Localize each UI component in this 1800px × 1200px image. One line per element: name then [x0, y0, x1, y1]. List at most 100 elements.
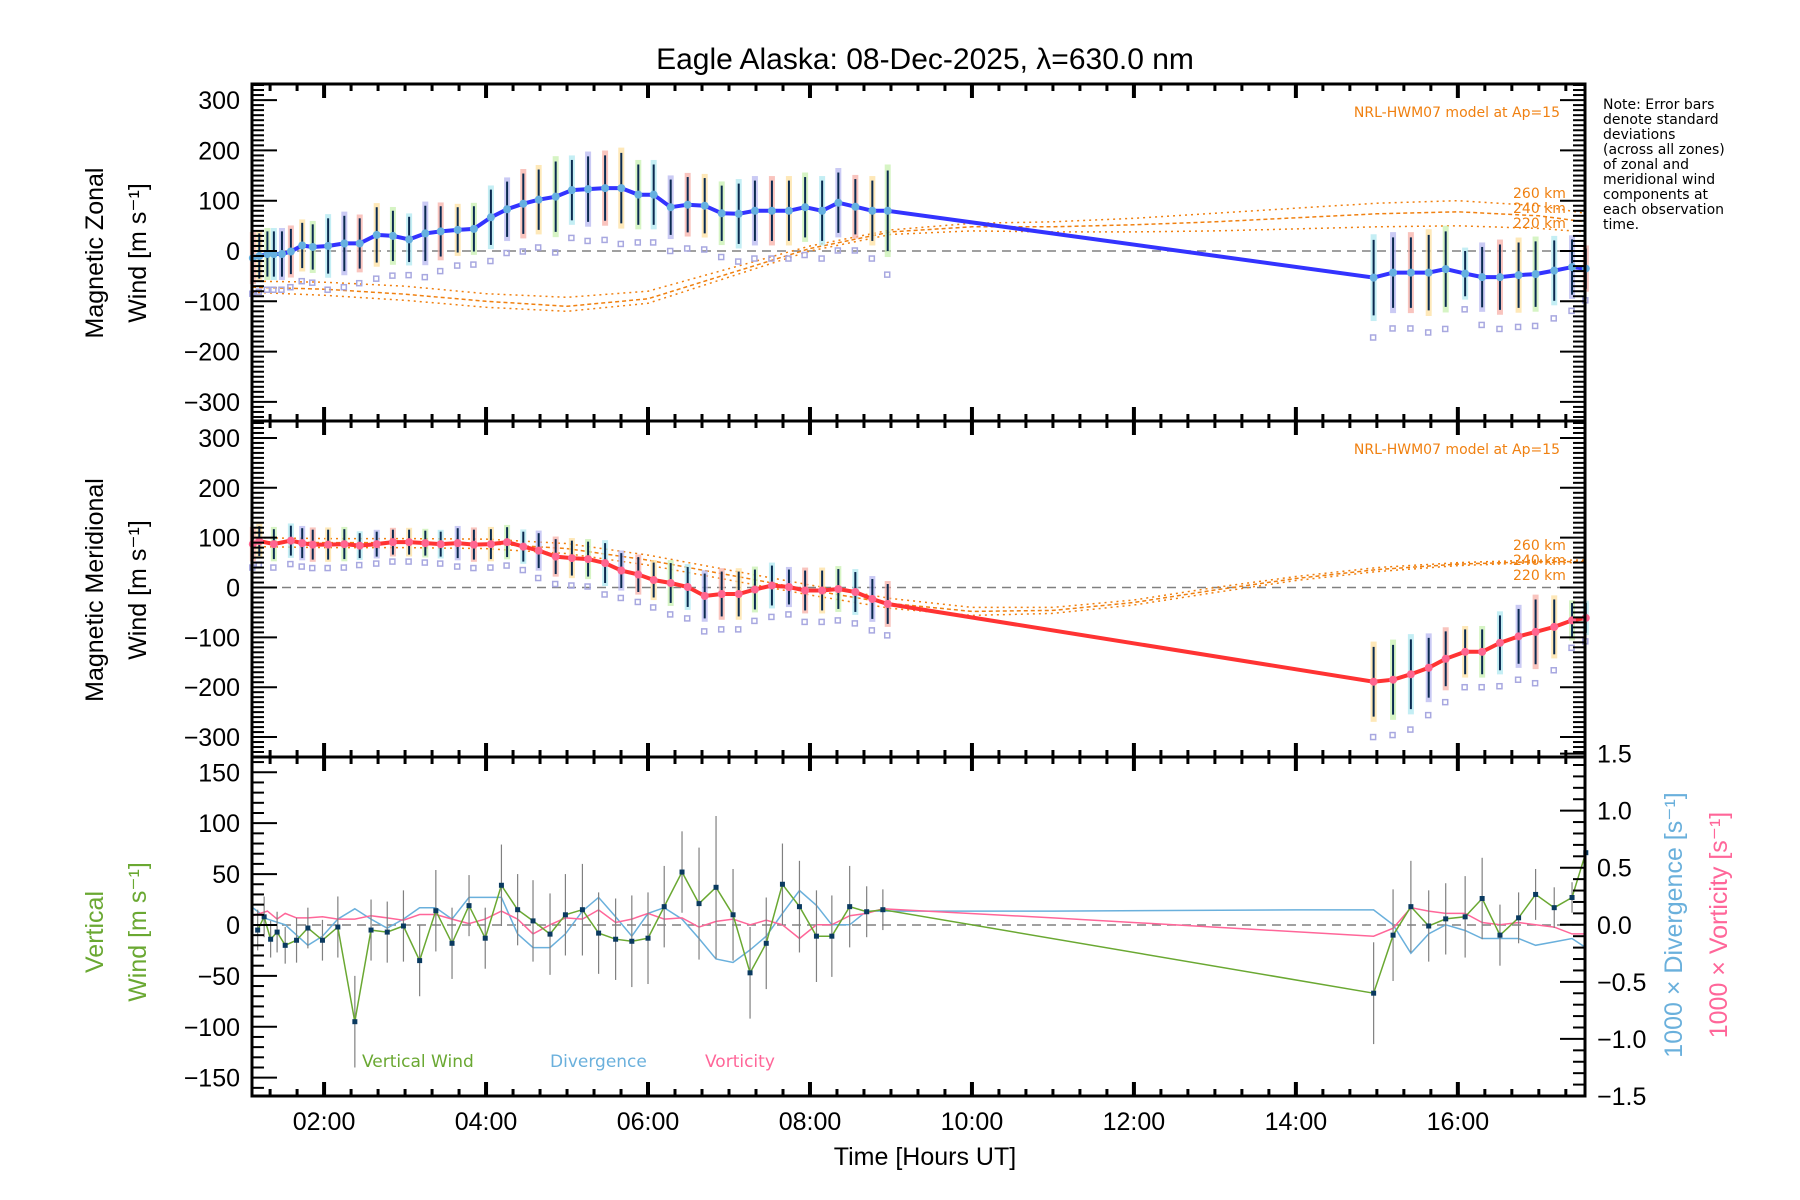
zonal-wind-point [503, 205, 512, 214]
vertical-wind-point [305, 925, 311, 931]
meridional-wind-point [1514, 632, 1523, 641]
vertical-wind-point [530, 918, 536, 924]
panel-frame [250, 82, 1587, 423]
vertical-wind-point [747, 970, 753, 976]
vertical-wind-point [629, 938, 635, 944]
vertical-wind-point [661, 904, 667, 910]
vertical-wind-point [613, 936, 619, 942]
vertical-wind-point [255, 927, 261, 933]
zonal-wind-point [868, 206, 877, 215]
zone-sample-marker [584, 237, 591, 245]
vertical-wind-point [730, 912, 736, 918]
x-tick-label: 10:00 [941, 1108, 1004, 1136]
zone-sample-marker [1441, 698, 1449, 706]
meridional-wind-point [1461, 647, 1470, 656]
zonal-wind-point [263, 250, 272, 259]
meridional-wind-point [717, 589, 726, 598]
zone-sample-marker [883, 632, 891, 639]
zone-sample-marker [1369, 733, 1377, 741]
zonal-wind-point [340, 239, 349, 248]
x-tick-label: 16:00 [1427, 1108, 1490, 1136]
model-curve-260km [251, 536, 1585, 609]
zone-sample-marker [1496, 682, 1503, 690]
note-line: of zonal and [1603, 157, 1689, 173]
zonal-wind-point [634, 190, 643, 199]
zonal-wind-point [298, 241, 307, 250]
model-curve-240km [251, 211, 1586, 308]
zone-sample-marker [372, 275, 380, 282]
zonal-wind-point [372, 230, 381, 239]
meridional-wind-point [634, 570, 643, 579]
zonal-wind-point [1514, 271, 1523, 280]
vertical-wind-point [1533, 891, 1539, 897]
meridional-wind-point [486, 540, 495, 549]
zonal-wind-point [286, 247, 295, 256]
left-tick-label: 0 [226, 912, 240, 940]
zone-sample-marker [1407, 325, 1414, 332]
vertical-wind-point [482, 935, 488, 941]
meridional-wind-point [617, 566, 626, 575]
meridional-wind-point [551, 552, 560, 561]
zone-sample-marker [287, 560, 294, 568]
vertical-wind-point [562, 912, 568, 918]
meridional-wind-point [1531, 627, 1540, 636]
vertical-wind-point [1426, 923, 1432, 929]
meridional-wind-point [750, 585, 759, 594]
zone-sample-marker [584, 583, 591, 590]
left-tick-label: −50 [198, 963, 240, 991]
vertical-wind-point [352, 1019, 358, 1025]
meridional-wind-point [734, 589, 743, 598]
zone-sample-marker [634, 598, 642, 606]
zone-sample-marker [278, 286, 285, 293]
vertical-wind-point [335, 924, 341, 930]
zone-sample-marker [487, 564, 494, 571]
zone-sample-marker [298, 277, 305, 285]
meridional-wind-point [584, 555, 593, 564]
left-tick-label: −150 [184, 1065, 240, 1093]
meridional-wind-point [421, 539, 430, 548]
meridional-wind-point [666, 579, 675, 588]
zone-sample-marker [453, 563, 461, 570]
zone-sample-marker [389, 272, 396, 279]
zonal-wind-point [1406, 268, 1415, 277]
zone-sample-marker [436, 560, 444, 567]
model-altitude-label: 260 km [1513, 186, 1566, 202]
zone-sample-marker [683, 615, 691, 622]
vertical-wind-point [433, 908, 439, 914]
model-label: NRL-HWM07 model at Ap=15 [1354, 442, 1560, 458]
meridional-wind-point [700, 591, 709, 600]
zone-sample-marker [389, 558, 396, 565]
zone-sample-marker [649, 604, 657, 611]
vertical-wind-point [498, 882, 504, 888]
zone-sample-marker [818, 255, 825, 262]
legend-vorticity: Vorticity [705, 1052, 775, 1072]
vertical-ylabel-line1: Vertical [81, 891, 109, 973]
note-line: meridional wind [1603, 172, 1715, 188]
zonal-ylabel-line1: Magnetic Zonal [81, 168, 109, 339]
zone-sample-marker [534, 244, 542, 251]
zonal-wind-point [666, 203, 675, 212]
zonal-wind-point [1441, 265, 1450, 274]
panel-frame [250, 419, 1587, 759]
vertical-wind-point [1551, 905, 1557, 911]
meridional-wind-point [767, 581, 776, 590]
zonal-wind-point [436, 227, 445, 236]
zonal-wind-point [1389, 268, 1398, 277]
meridional-wind-point [601, 559, 610, 568]
vertical-wind-point [596, 930, 602, 936]
note-line: time. [1603, 217, 1639, 233]
vertical-wind-point [813, 933, 819, 939]
zonal-wind-point [1369, 273, 1378, 282]
vertical-wind-point [417, 958, 423, 964]
zone-sample-marker [372, 560, 380, 567]
vertical-wind-point [1569, 894, 1575, 900]
note-line: each observation [1603, 202, 1724, 218]
zone-sample-marker [617, 240, 625, 248]
zone-sample-marker [683, 245, 691, 252]
zone-sample-marker [1441, 325, 1449, 333]
zonal-wind-point [405, 235, 414, 244]
note-line: deviations [1603, 127, 1675, 143]
left-tick-label: 300 [198, 87, 240, 115]
zone-sample-marker [717, 253, 725, 261]
